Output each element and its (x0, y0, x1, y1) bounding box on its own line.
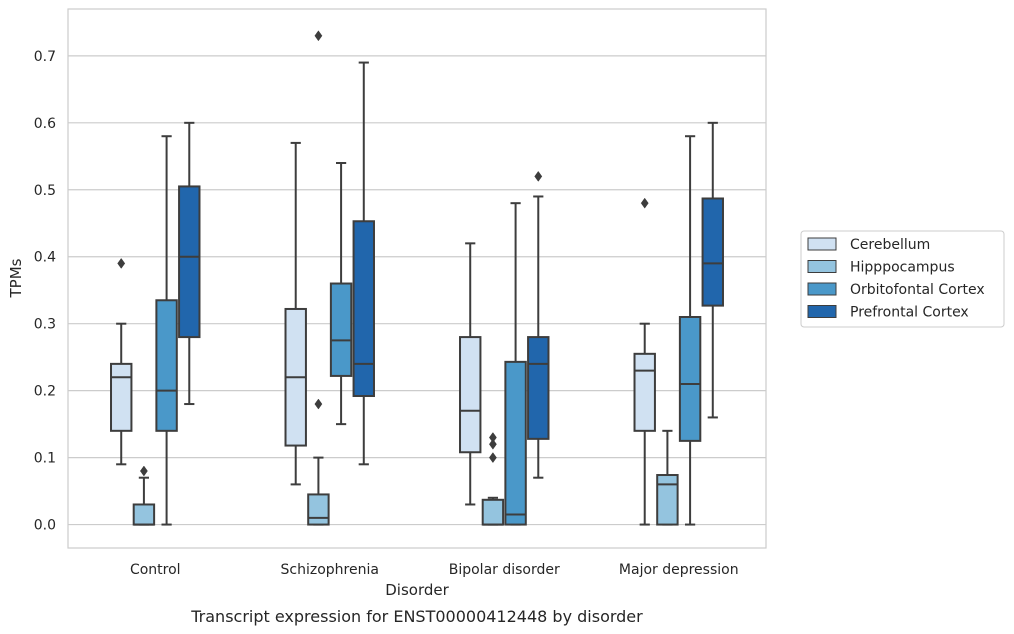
legend-label: Cerebellum (850, 237, 930, 253)
box-iqr (329, 282, 353, 377)
plot-frame (67, 8, 767, 549)
box-3-1 (656, 429, 679, 526)
legend-swatch (807, 305, 837, 318)
box-iqr (701, 197, 724, 307)
box-series (110, 30, 724, 526)
outlier-point (139, 465, 148, 477)
box-1-1 (307, 30, 330, 526)
box-2-0 (459, 242, 482, 506)
box-iqr (481, 498, 505, 526)
y-tick-label: 0.1 (34, 451, 56, 467)
box-0-3 (178, 121, 201, 406)
outlier-point (488, 452, 497, 464)
box-1-0 (284, 141, 307, 486)
box-3-0 (633, 197, 656, 526)
box-2-3 (527, 170, 550, 479)
box-2-1 (481, 432, 505, 526)
box-iqr (132, 503, 156, 526)
x-tick-label: Control (130, 562, 181, 578)
legend-swatch (807, 237, 837, 251)
box-iqr (678, 316, 702, 442)
legend: Cerebellum Hipppocampus Orbitofontal Corte… (800, 230, 1005, 328)
x-tick-label: Bipolar disorder (449, 562, 560, 578)
y-tick-label: 0.6 (34, 116, 56, 132)
legend-frame (800, 230, 1005, 328)
x-axis-ticks: Control Schizophrenia Bipolar disorder Majo… (130, 562, 739, 578)
box-1-2 (329, 162, 353, 426)
box-3-2 (678, 135, 702, 526)
y-axis-ticks: 0.0 0.1 0.2 0.3 0.4 0.5 0.6 0.7 (34, 49, 56, 534)
y-tick-label: 0.5 (34, 183, 56, 199)
box-0-1 (132, 465, 156, 526)
chart-caption: Transcript expression for ENST0000041244… (190, 607, 643, 626)
y-tick-label: 0.4 (34, 250, 56, 266)
box-3-3 (701, 121, 724, 419)
box-0-0 (110, 258, 133, 466)
y-tick-label: 0.3 (34, 317, 56, 333)
outlier-point (117, 258, 126, 269)
box-2-2 (504, 202, 527, 526)
x-axis-label: Disorder (385, 581, 449, 599)
outlier-point (314, 398, 323, 410)
box-iqr (307, 493, 330, 526)
legend-swatch (807, 282, 837, 296)
box-iqr (178, 185, 201, 339)
outlier-point (488, 432, 497, 443)
box-iqr (155, 299, 178, 432)
outlier-point (640, 197, 649, 209)
legend-label: Orbitofontal Cortex (850, 282, 985, 298)
legend-swatch (807, 260, 837, 273)
outlier-point (534, 170, 543, 182)
y-tick-label: 0.7 (34, 49, 56, 65)
box-iqr (352, 220, 375, 398)
y-axis-label: TPMs (7, 258, 25, 298)
box-iqr (633, 352, 656, 432)
outlier-point (314, 30, 323, 42)
box-iqr (459, 336, 482, 454)
box-0-2 (155, 135, 178, 526)
y-tick-label: 0.0 (34, 518, 56, 534)
box-iqr (656, 474, 679, 526)
gridlines (68, 55, 766, 526)
x-tick-label: Major depression (619, 562, 739, 578)
outlier-point (488, 438, 497, 450)
box-1-3 (352, 61, 375, 466)
box-iqr (527, 336, 550, 440)
box-iqr (504, 360, 527, 526)
box-iqr (110, 362, 133, 432)
legend-label: Prefrontal Cortex (850, 305, 969, 321)
y-tick-label: 0.2 (34, 384, 56, 400)
legend-label: Hipppocampus (850, 260, 955, 276)
x-tick-label: Schizophrenia (281, 562, 379, 578)
